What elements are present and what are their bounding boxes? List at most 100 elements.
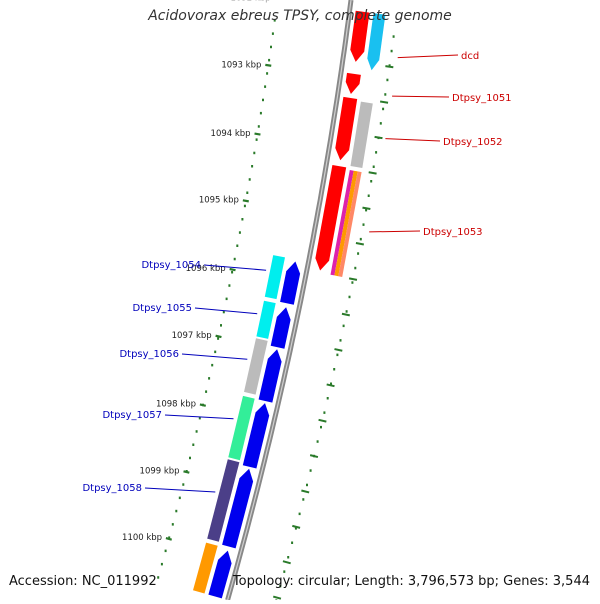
inner-ruler-tick xyxy=(326,397,329,400)
outer-ruler-tick xyxy=(271,32,274,35)
ruler-label: 1098 kbp xyxy=(156,400,196,410)
inner-ruler-tick xyxy=(333,368,336,371)
genome-summary-text: Topology: circular; Length: 3,796,573 bp… xyxy=(232,574,590,589)
gene-label-leader xyxy=(181,353,248,360)
inner-ruler-major-tick xyxy=(326,383,335,388)
outer-ruler-tick xyxy=(233,257,236,261)
inner-ruler-tick xyxy=(339,339,342,342)
inner-ruler xyxy=(272,35,395,602)
cds-dtpsy-1053 xyxy=(315,165,347,271)
outer-ruler-major-tick xyxy=(254,132,261,136)
ruler-label: 1096 kbp xyxy=(186,264,226,274)
outer-ruler-tick xyxy=(178,496,181,500)
gene-label-forward: Dtpsy_1053 xyxy=(423,227,483,238)
inner-ruler-tick xyxy=(306,483,308,487)
inner-ruler-tick xyxy=(375,151,378,154)
outer-ruler-tick xyxy=(266,72,269,75)
outer-ruler-major-tick xyxy=(165,536,172,541)
inner-ruler-tick xyxy=(372,165,375,168)
cds-dtpsy-1059 xyxy=(208,550,232,599)
inner-ruler-major-tick xyxy=(309,454,319,459)
inner-ruler-major-tick xyxy=(334,348,343,352)
outer-ruler-tick xyxy=(259,111,262,115)
backbone-highlight xyxy=(227,0,352,601)
inner-ruler-tick xyxy=(294,527,297,530)
inner-ruler-tick xyxy=(362,223,365,226)
outer-ruler-tick xyxy=(211,363,214,367)
inner-ruler-tick xyxy=(379,122,382,125)
outer-ruler-major-tick xyxy=(242,199,249,203)
inner-ruler-tick xyxy=(382,107,385,111)
inner-ruler-tick xyxy=(351,281,354,284)
gene-label-leader xyxy=(164,414,234,420)
inner-ruler-tick xyxy=(367,194,370,197)
outer-ruler-tick xyxy=(241,218,244,221)
outer-ruler-tick xyxy=(220,324,222,327)
outer-ruler-tick xyxy=(195,430,198,433)
inner-ruler-tick xyxy=(291,541,294,544)
outer-ruler-tick xyxy=(175,509,178,513)
inner-ruler-tick xyxy=(370,180,373,183)
ruler-label: 1092 kbp xyxy=(231,0,271,4)
outer-ruler-tick xyxy=(208,377,211,380)
outer-ruler-tick xyxy=(253,151,256,155)
cog-dtpsy-1052 xyxy=(350,101,373,168)
outer-ruler-tick xyxy=(248,178,251,181)
inner-ruler-tick xyxy=(386,78,389,82)
outer-ruler-tick xyxy=(160,562,163,566)
outer-ruler-tick xyxy=(273,19,276,22)
cog-dtpsy-1053-c xyxy=(338,171,362,277)
inner-ruler-major-tick xyxy=(341,312,350,317)
inner-ruler-tick xyxy=(336,353,339,357)
inner-ruler-major-tick xyxy=(292,524,301,529)
ruler-label: 1100 kbp xyxy=(122,533,162,543)
outer-ruler-tick xyxy=(192,443,195,446)
cog-dtpsy-1053-b xyxy=(334,170,358,277)
gene-label-leader xyxy=(369,230,421,233)
outer-ruler-tick xyxy=(189,456,191,460)
outer-ruler-tick xyxy=(222,310,225,314)
cds-dtpsy-1052 xyxy=(335,96,358,161)
inner-ruler-major-tick xyxy=(282,560,291,565)
gene-label-reverse: Dtpsy_1057 xyxy=(102,410,162,421)
inner-ruler-tick xyxy=(298,512,301,516)
outer-ruler-tick xyxy=(255,138,258,141)
cds-dtpsy-1054 xyxy=(280,261,301,305)
outer-ruler-tick xyxy=(238,231,241,234)
accession-text: Accession: NC_011992 xyxy=(9,574,157,589)
gene-label-leader xyxy=(385,138,441,142)
ruler-label: 1093 kbp xyxy=(221,60,261,70)
inner-ruler-tick xyxy=(384,93,387,96)
outer-ruler-tick xyxy=(217,337,220,340)
gene-label-leader xyxy=(392,95,450,98)
inner-ruler-tick xyxy=(365,208,368,212)
outer-ruler-tick xyxy=(198,416,201,420)
gene-label-forward: dcd xyxy=(461,51,479,62)
outer-ruler-tick xyxy=(214,350,217,354)
inner-ruler-tick xyxy=(357,252,360,255)
inner-ruler-major-tick xyxy=(379,100,389,104)
inner-ruler-tick xyxy=(323,411,326,414)
outer-ruler-tick xyxy=(246,191,249,194)
inner-ruler-tick xyxy=(388,64,391,67)
outer-ruler-tick xyxy=(168,536,171,539)
backbone xyxy=(225,0,354,601)
cds-dtpsy-1055 xyxy=(270,307,291,349)
gene-label-reverse: Dtpsy_1058 xyxy=(82,483,142,494)
gene-features xyxy=(193,10,386,599)
outer-ruler-major-tick xyxy=(265,63,272,67)
outer-ruler-tick xyxy=(270,45,272,49)
cog-dtpsy-1055 xyxy=(256,300,276,339)
inner-ruler-major-tick xyxy=(385,65,394,69)
cds-dtpsy-1057 xyxy=(242,403,270,469)
outer-ruler-major-tick xyxy=(215,334,222,339)
inner-ruler-major-tick xyxy=(374,135,383,140)
inner-ruler-major-tick xyxy=(318,418,327,423)
inner-ruler-tick xyxy=(359,237,362,241)
inner-ruler-tick xyxy=(348,295,351,299)
cog-dtpsy-1056 xyxy=(244,338,268,395)
gene-label-reverse: Dtpsy_1055 xyxy=(132,303,192,314)
ruler-label: 1094 kbp xyxy=(211,129,251,139)
gene-labels: dcd Dtpsy_1051 Dtpsy_1052 Dtpsy_1053 Dtpsy_1… xyxy=(82,51,511,494)
